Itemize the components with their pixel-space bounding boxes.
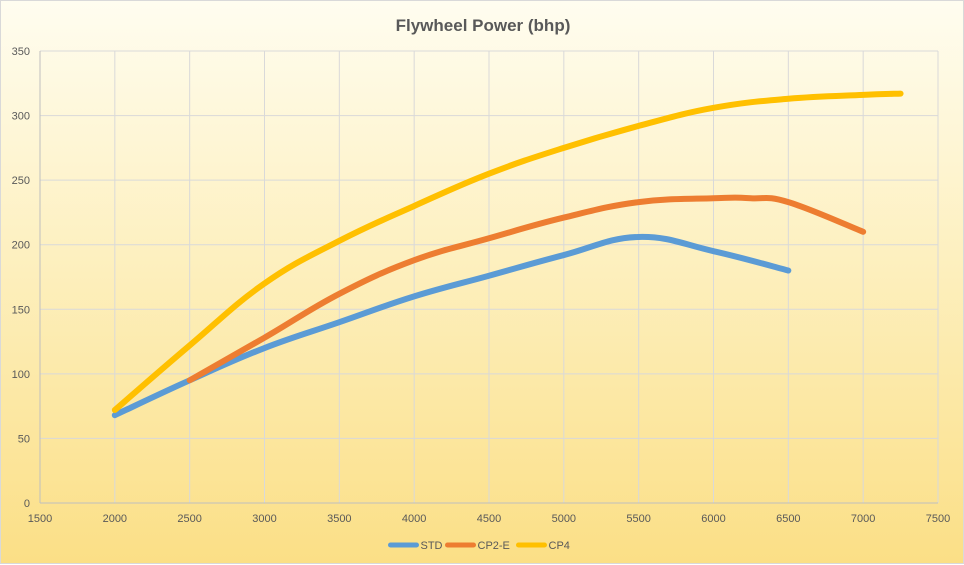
x-tick-label: 6500	[776, 513, 800, 525]
legend-label: CP2-E	[478, 540, 510, 552]
x-tick-label: 5000	[552, 513, 576, 525]
y-tick-label: 350	[12, 46, 30, 58]
x-tick-label: 2000	[103, 513, 127, 525]
legend: STD CP2-E CP4	[388, 540, 570, 552]
y-tick-label: 150	[12, 304, 30, 316]
x-tick-label: 4000	[402, 513, 426, 525]
series-line-cp4	[111, 90, 904, 414]
x-tick-label: 2500	[177, 513, 201, 525]
legend-item: CP2-E	[445, 540, 510, 552]
y-tick-label: 50	[18, 433, 30, 445]
x-tick-label: 3000	[252, 513, 276, 525]
x-tick-label: 7000	[851, 513, 875, 525]
y-tick-label: 200	[12, 240, 30, 252]
series-line-std	[111, 233, 792, 419]
x-tick-label: 7500	[926, 513, 950, 525]
x-tick-label: 4500	[477, 513, 501, 525]
x-tick-label: 3500	[327, 513, 351, 525]
legend-item: STD	[388, 540, 443, 552]
series-lines	[111, 90, 904, 419]
x-tick-label: 1500	[28, 513, 52, 525]
x-tick-label: 5500	[626, 513, 650, 525]
y-tick-label: 250	[12, 175, 30, 187]
legend-label: STD	[421, 540, 443, 552]
y-tick-label: 300	[12, 111, 30, 123]
x-tick-label: 6000	[701, 513, 725, 525]
y-tick-label: 0	[24, 498, 30, 510]
legend-item: CP4	[516, 540, 570, 552]
chart-title: Flywheel Power (bhp)	[396, 16, 571, 35]
y-tick-label: 100	[12, 369, 30, 381]
series-line-cp2-e	[186, 194, 867, 384]
axes: 1500 2000 2500 3000 3500 4000 4500 5000 5500 6000…	[12, 46, 951, 525]
legend-label: CP4	[549, 540, 570, 552]
